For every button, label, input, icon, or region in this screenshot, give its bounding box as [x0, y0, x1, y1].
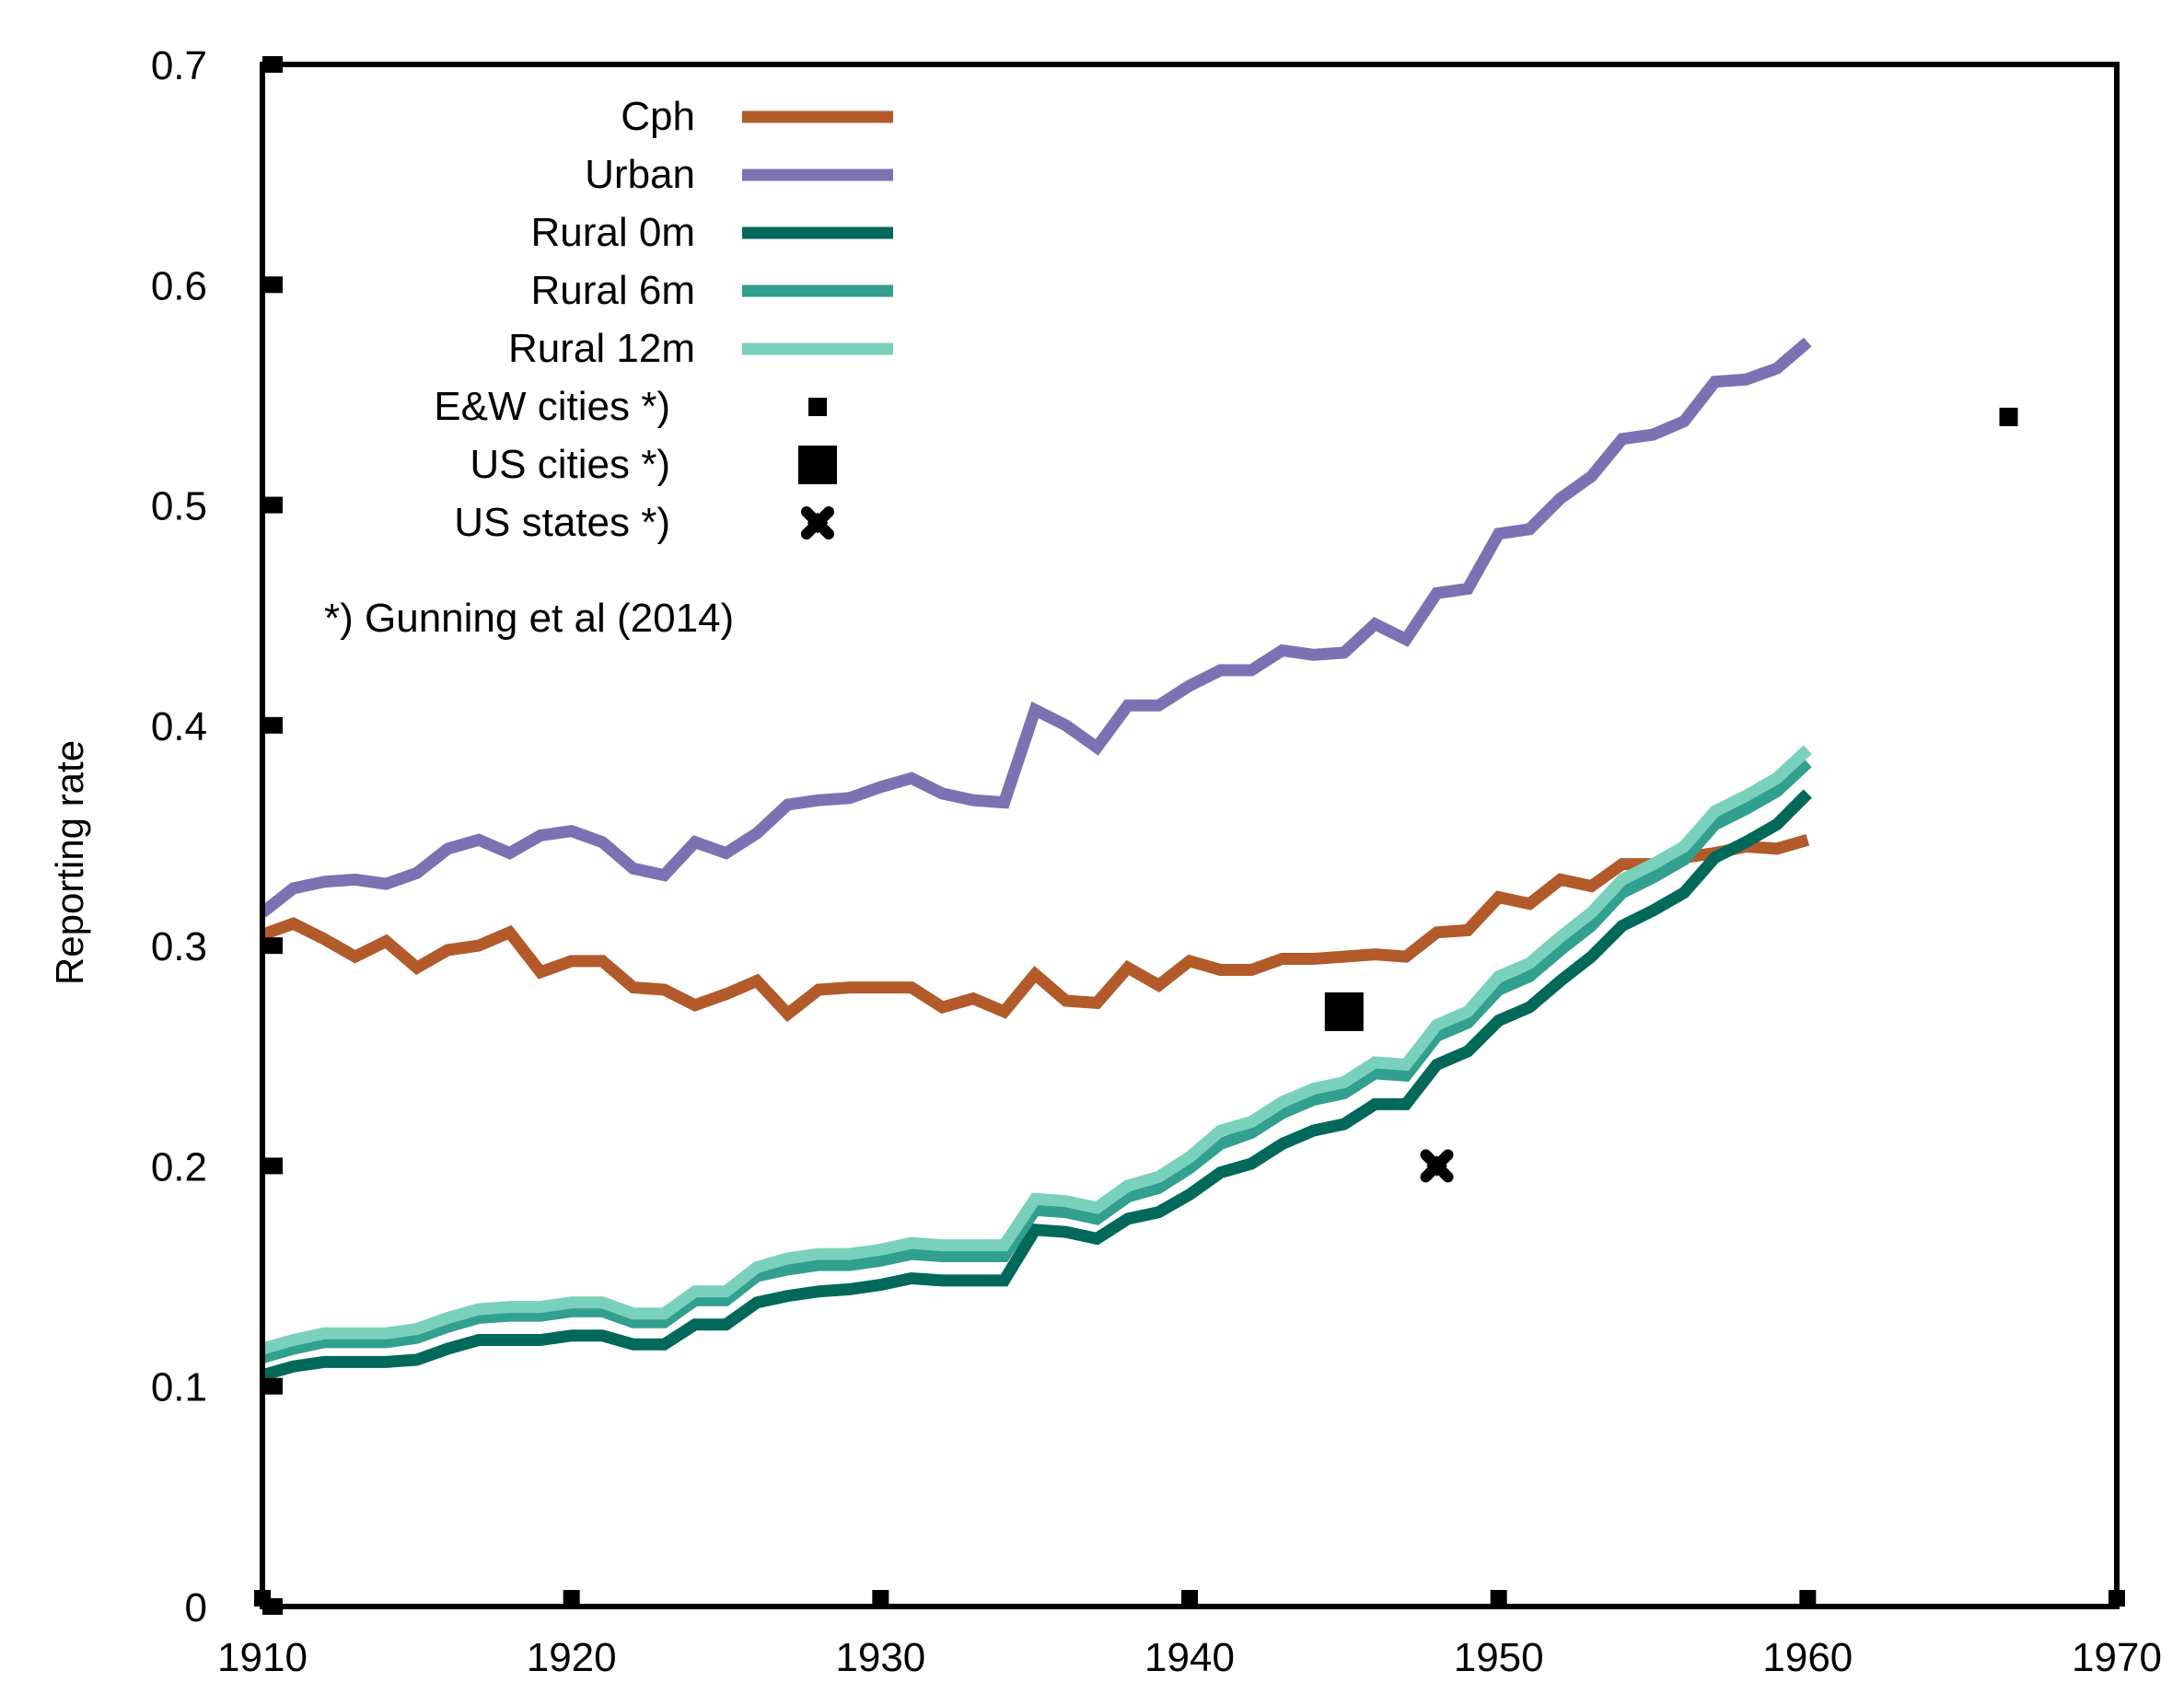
y-tick-label: 0.4	[151, 704, 207, 749]
x-tick-label: 1930	[835, 1635, 925, 1680]
legend-label-e-w-cities: E&W cities *)	[434, 384, 670, 429]
data-point-us-states	[1420, 1149, 1454, 1183]
x-tick-label: 1910	[217, 1635, 308, 1680]
y-tick-mark	[262, 276, 283, 294]
x-tick-label: 1970	[2072, 1635, 2162, 1680]
legend-label-urban: Urban	[585, 152, 695, 197]
source-note: *) Gunning et al (2014)	[324, 596, 734, 641]
y-tick-mark	[262, 937, 283, 955]
y-tick-label: 0	[185, 1585, 207, 1630]
y-tick-label: 0.6	[151, 263, 207, 308]
x-tick-label: 1950	[1454, 1635, 1544, 1680]
x-tick-mark	[563, 1590, 580, 1607]
legend-label-us-states: US states *)	[454, 500, 670, 545]
y-tick-label: 0.3	[151, 924, 207, 969]
y-tick-mark	[262, 56, 283, 73]
legend-marker-us-cities	[798, 446, 837, 484]
legend-label-rural-0m: Rural 0m	[531, 210, 696, 255]
legend-marker-us-states	[801, 506, 834, 539]
ticks-layer: 1910 1920 1930 1940 1950 1960 1970 0 0.1 0.2 0.3 0.…	[151, 43, 2162, 1680]
x-tick-mark	[1490, 1590, 1507, 1607]
x-tick-mark	[1181, 1590, 1198, 1607]
y-tick-mark	[262, 716, 283, 734]
y-tick-mark	[262, 1377, 283, 1395]
x-tick-label: 1940	[1144, 1635, 1235, 1680]
x-tick-mark	[872, 1590, 889, 1607]
series-line-rural-6m	[261, 758, 1812, 1363]
legend-label-rural-6m: Rural 6m	[531, 268, 696, 313]
series-line-rural-12m	[261, 745, 1812, 1355]
y-tick-label: 0.5	[151, 484, 207, 529]
x-tick-mark	[1799, 1590, 1817, 1607]
series-line-urban	[258, 337, 1812, 918]
legend-label-rural-12m: Rural 12m	[508, 326, 695, 371]
legend-label-cph: Cph	[621, 94, 695, 139]
y-tick-label: 0.7	[151, 43, 207, 88]
y-tick-mark	[262, 1157, 283, 1175]
data-point-us-cities	[1324, 992, 1364, 1031]
legend: Cph Urban Rural 0m Rural 6m Rural 12m E&W cit…	[434, 94, 893, 545]
x-tick-mark	[2108, 1590, 2125, 1607]
y-tick-mark	[262, 1598, 283, 1615]
y-axis-title: Reporting rate	[48, 740, 91, 985]
x-tick-label: 1960	[1762, 1635, 1853, 1680]
data-point-e-w-cities	[1999, 407, 2018, 426]
series-layer	[258, 337, 1812, 1382]
legend-label-us-cities: US cities *)	[470, 442, 670, 487]
legend-marker-e-w-cities	[808, 398, 827, 416]
series-line-cph	[260, 834, 1810, 1023]
y-tick-label: 0.1	[151, 1365, 207, 1410]
y-tick-label: 0.2	[151, 1144, 207, 1189]
x-tick-label: 1920	[527, 1635, 617, 1680]
points-layer	[1324, 407, 2018, 1183]
y-tick-mark	[262, 496, 283, 514]
series-line-rural-0m	[261, 789, 1812, 1382]
